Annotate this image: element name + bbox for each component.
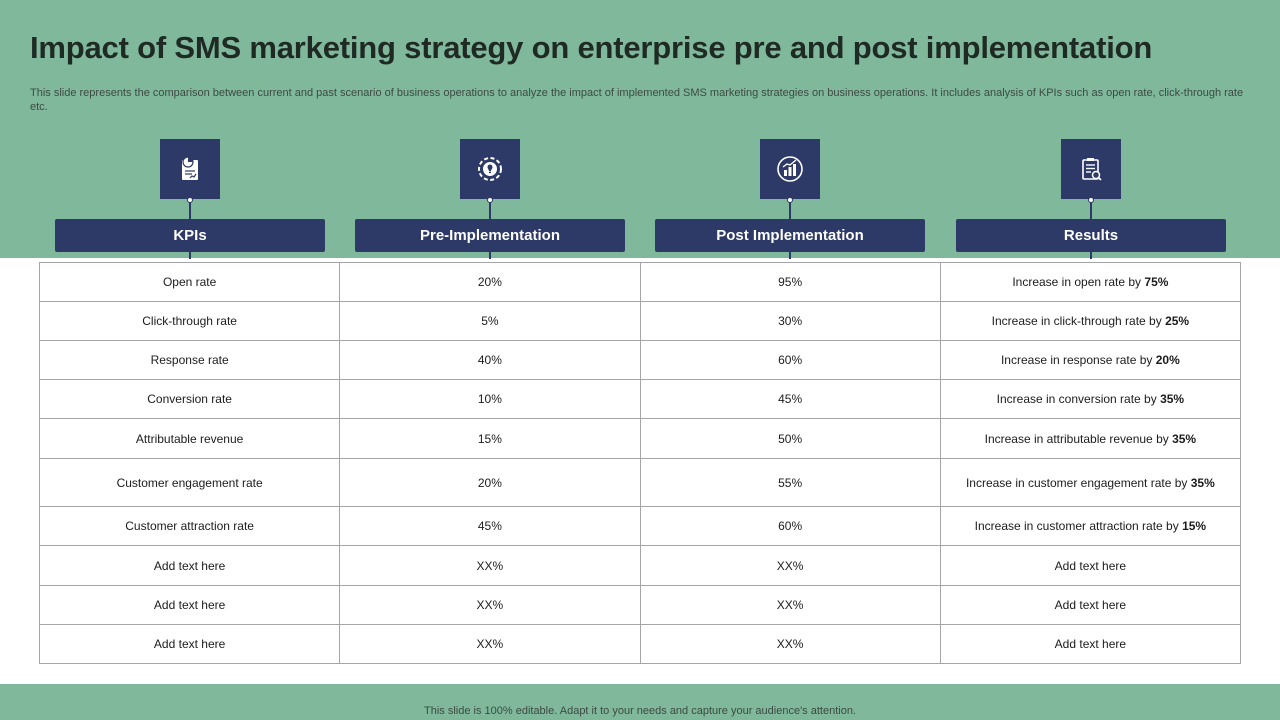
kpi-cell: Customer attraction rate bbox=[38, 506, 341, 546]
result-text: Increase in open rate by bbox=[1012, 275, 1145, 289]
result-text: Increase in click-through rate by bbox=[991, 314, 1166, 328]
result-value: 35% bbox=[1172, 431, 1197, 446]
result-cell: Increase in conversion rate by 35% bbox=[939, 379, 1242, 419]
kpi-cell: Add text here bbox=[38, 624, 341, 664]
pre-value-cell: 20% bbox=[339, 262, 641, 302]
kpi-cell: Open rate bbox=[38, 262, 341, 302]
pre-value-cell: XX% bbox=[339, 585, 641, 625]
result-text: Add text here bbox=[1054, 598, 1127, 612]
kpi-comparison-table: Open rate 20% 95% Increase in open rate … bbox=[38, 262, 1242, 664]
table-row: Conversion rate 10% 45% Increase in conv… bbox=[38, 379, 1242, 419]
kpi-cell: Customer engagement rate bbox=[38, 458, 341, 507]
pre-value-cell: XX% bbox=[339, 624, 641, 664]
kpi-cell: Click-through rate bbox=[38, 301, 341, 341]
post-value-cell: 30% bbox=[639, 301, 941, 341]
post-value-cell: 60% bbox=[639, 506, 941, 546]
table-row: Customer engagement rate 20% 55% Increas… bbox=[38, 458, 1242, 507]
table-row: Response rate 40% 60% Increase in respon… bbox=[38, 340, 1242, 380]
pre-value-cell: 10% bbox=[339, 379, 641, 419]
post-value-cell: XX% bbox=[639, 545, 941, 586]
result-cell: Add text here bbox=[939, 545, 1242, 586]
table-row: Click-through rate 5% 30% Increase in cl… bbox=[38, 301, 1242, 341]
pre-value-cell: 20% bbox=[339, 458, 641, 507]
result-value: 20% bbox=[1155, 353, 1180, 367]
result-value: 35% bbox=[1160, 392, 1185, 406]
post-value-cell: 60% bbox=[639, 340, 941, 380]
kpi-cell: Attributable revenue bbox=[38, 418, 341, 459]
kpi-cell: Add text here bbox=[38, 585, 341, 625]
table-row: Add text here XX% XX% Add text here bbox=[38, 624, 1242, 664]
connector-dot bbox=[1088, 197, 1094, 203]
column-label-kpis: KPIs bbox=[55, 219, 325, 252]
result-cell: Increase in customer attraction rate by … bbox=[939, 506, 1242, 546]
pre-value-cell: 40% bbox=[339, 340, 641, 380]
result-text: Increase in response rate by bbox=[1000, 353, 1156, 367]
footer-background bbox=[0, 684, 1280, 720]
report-document-icon bbox=[160, 139, 220, 199]
post-value-cell: XX% bbox=[639, 624, 941, 664]
result-cell: Increase in attributable revenue by 35% bbox=[939, 418, 1242, 459]
result-cell: Add text here bbox=[939, 585, 1242, 625]
post-value-cell: 55% bbox=[639, 458, 941, 507]
column-header-results: Results bbox=[956, 139, 1226, 259]
kpi-cell: Response rate bbox=[38, 340, 341, 380]
result-text: Increase in customer engagement rate by bbox=[965, 475, 1191, 490]
kpi-cell: Conversion rate bbox=[38, 379, 341, 419]
result-text: Increase in attributable revenue by bbox=[984, 431, 1173, 446]
result-value: 15% bbox=[1182, 519, 1207, 533]
result-cell: Add text here bbox=[939, 624, 1242, 664]
slide-subtitle: This slide represents the comparison bet… bbox=[30, 87, 1244, 113]
result-value: 25% bbox=[1165, 314, 1190, 328]
kpi-cell: Add text here bbox=[38, 545, 341, 586]
table-row: Add text here XX% XX% Add text here bbox=[38, 545, 1242, 586]
footer-note: This slide is 100% editable. Adapt it to… bbox=[424, 705, 856, 717]
result-text: Add text here bbox=[1054, 637, 1127, 651]
post-value-cell: 45% bbox=[639, 379, 941, 419]
column-label-results: Results bbox=[956, 219, 1226, 252]
lightbulb-gear-icon bbox=[460, 139, 520, 199]
pre-value-cell: 15% bbox=[339, 418, 641, 459]
column-label-pre-implementation: Pre-Implementation bbox=[355, 219, 625, 252]
table-row: Add text here XX% XX% Add text here bbox=[38, 585, 1242, 625]
column-label-post-implementation: Post Implementation bbox=[655, 219, 925, 252]
result-text: Increase in customer attraction rate by bbox=[974, 519, 1183, 533]
connector-dot bbox=[787, 197, 793, 203]
connector-dot bbox=[487, 197, 493, 203]
column-header-kpis: KPIs bbox=[55, 139, 325, 259]
growth-chart-icon bbox=[760, 139, 820, 199]
result-cell: Increase in open rate by 75% bbox=[939, 262, 1242, 302]
result-value: 75% bbox=[1144, 275, 1169, 289]
result-cell: Increase in click-through rate by 25% bbox=[939, 301, 1242, 341]
connector-dot bbox=[187, 197, 193, 203]
column-header-pre-implementation: Pre-Implementation bbox=[355, 139, 625, 259]
post-value-cell: XX% bbox=[639, 585, 941, 625]
result-value: 35% bbox=[1190, 475, 1215, 490]
result-text: Add text here bbox=[1054, 558, 1127, 573]
result-text: Increase in conversion rate by bbox=[996, 392, 1161, 406]
result-cell: Increase in customer engagement rate by … bbox=[939, 458, 1242, 507]
column-header-post-implementation: Post Implementation bbox=[655, 139, 925, 259]
pre-value-cell: XX% bbox=[339, 545, 641, 586]
table-row: Attributable revenue 15% 50% Increase in… bbox=[38, 418, 1242, 459]
post-value-cell: 50% bbox=[639, 418, 941, 459]
pre-value-cell: 45% bbox=[339, 506, 641, 546]
post-value-cell: 95% bbox=[639, 262, 941, 302]
pre-value-cell: 5% bbox=[339, 301, 641, 341]
result-cell: Increase in response rate by 20% bbox=[939, 340, 1242, 380]
slide-title: Impact of SMS marketing strategy on ente… bbox=[30, 30, 1153, 65]
checklist-magnifier-icon bbox=[1061, 139, 1121, 199]
table-row: Open rate 20% 95% Increase in open rate … bbox=[38, 262, 1242, 302]
table-row: Customer attraction rate 45% 60% Increas… bbox=[38, 506, 1242, 546]
header-background bbox=[0, 0, 1280, 258]
